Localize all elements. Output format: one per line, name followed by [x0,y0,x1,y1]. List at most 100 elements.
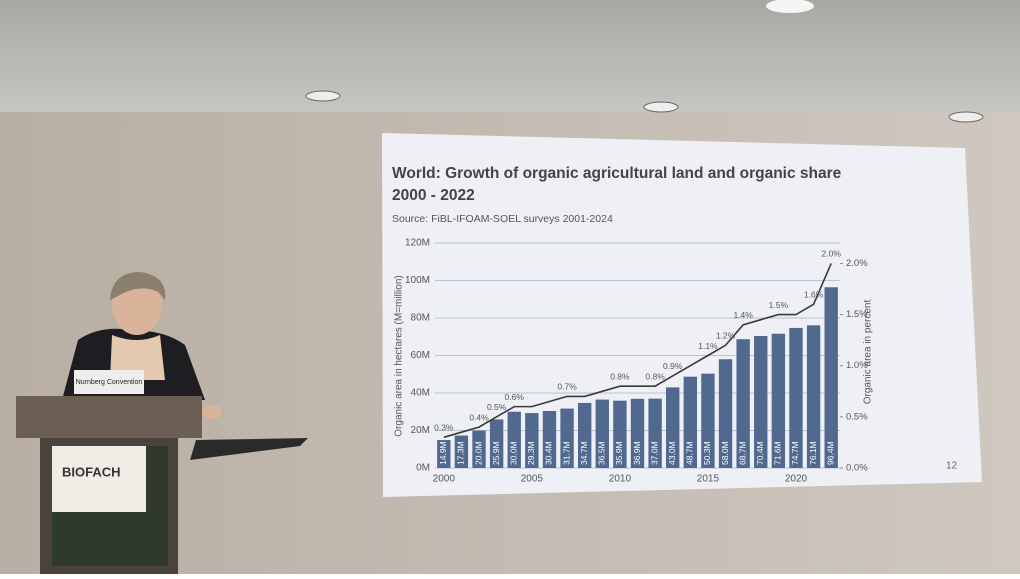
podium-banner-text: BIOFACH [62,464,121,479]
bar-value-label: 36.5M [597,441,607,465]
y2-tick-label: 1.0% [846,360,868,371]
podium: Nurnberg Convention BIOFACH [16,370,308,574]
bar [824,287,838,468]
y-tick-label: 120M [405,238,430,249]
bar-value-label: 70.4M [755,441,765,465]
bar-value-label: 17.3M [456,441,466,465]
line-value-label: 1.6% [804,290,824,300]
podium-sign-text: Nurnberg Convention [76,379,143,386]
speaker-hair [110,272,166,300]
bar-value-label: 50.3M [702,441,712,465]
y2-tick-label: 0.5% [846,411,868,422]
bar-value-label: 74.7M [790,441,800,465]
podium-shelf [190,438,308,460]
bar [754,336,768,468]
ceiling-light [766,0,814,13]
bar [542,411,557,468]
x-tick-label: 2010 [609,474,632,485]
y-tick-label: 100M [405,275,430,286]
line-value-label: 0.9% [663,361,683,371]
chart-title: World: Growth of organic agricultural la… [392,165,842,204]
line-value-label: 0.6% [505,392,525,402]
y2-tick-label: 0.0% [846,463,868,474]
bar [789,327,803,468]
bar [736,339,750,468]
bar [595,399,609,468]
podium-top [16,396,202,438]
bar-value-label: 30.0M [508,441,518,465]
y-tick-label: 80M [411,313,430,324]
y2-tick-label: 1.5% [846,309,868,320]
bar [701,373,715,468]
bar-value-label: 34.7M [579,441,589,465]
bar-value-label: 68.7M [737,441,747,465]
bar [613,400,627,468]
x-tick-label: 2020 [785,474,808,485]
bar-value-label: 35.9M [614,441,624,465]
speaker-hand [202,405,222,419]
bar-value-label: 37.0M [649,441,659,465]
bar-value-label: 43.0M [667,441,677,465]
bar [525,413,539,468]
bar-value-label: 48.7M [685,441,695,465]
line-value-label: 0.7% [557,382,577,392]
bar [472,430,486,468]
bar [683,376,698,468]
podium-sign [74,370,144,394]
bar [666,387,680,468]
line-value-label: 0.8% [645,371,665,381]
bar-value-label: 30.4M [544,441,554,465]
line-value-label: 0.5% [487,402,507,412]
chart-subtitle: Source: FiBL-IFOAM-SOEL surveys 2001-202… [392,213,613,225]
y-tick-label: 60M [411,350,430,361]
bar-value-label: 29.3M [526,441,536,465]
line-value-label: 0.8% [610,371,630,381]
speaker-shirt [110,335,165,380]
chart: World: Growth of organic agricultural la… [392,165,958,485]
bar [560,408,574,468]
bar [806,325,821,468]
y2-tick-label: 2.0% [846,258,868,269]
bar-value-label: 14.9M [438,441,448,465]
x-tick-label: 2000 [433,474,456,485]
bar [718,359,733,468]
line-value-label: 1.2% [716,331,736,341]
podium-banner-label [52,446,146,512]
line-value-label: 0.4% [469,412,489,422]
y-tick-label: 40M [411,388,430,399]
bar-value-label: 36.9M [632,441,642,465]
line [443,263,832,439]
ceiling-light [643,101,679,113]
bar [489,419,504,468]
y-axis-title: Organic area in hectares (M=million) [394,275,405,436]
y2-axis-title: Organic area in percent [863,300,874,405]
bar [771,333,786,468]
line-value-label: 1.1% [698,341,718,351]
bar-value-label: 71.6M [773,441,783,465]
ceiling-light [305,90,341,102]
y-tick-label: 20M [411,425,430,436]
line-value-label: 1.5% [769,300,789,310]
bar [630,398,645,468]
bar [454,435,469,468]
x-tick-label: 2005 [521,474,544,485]
bar [437,440,451,468]
bar-value-label: 20.0M [473,441,483,465]
bar-value-label: 25.9M [491,441,501,465]
bar-value-label: 31.7M [561,441,571,465]
line-value-label: 2.0% [822,249,842,259]
line-value-label: 1.4% [733,310,753,320]
bar-value-label: 58.0M [720,441,730,465]
line-value-label: 0.3% [434,423,454,433]
bar-value-label: 76.1M [808,441,818,465]
bar [507,411,521,468]
ceiling-light [948,111,984,123]
bar [577,402,592,468]
bar [648,398,662,468]
y-tick-label: 0M [416,463,430,474]
x-tick-label: 2015 [697,474,720,485]
ceiling [0,0,1020,115]
page-number: 12 [946,461,958,472]
